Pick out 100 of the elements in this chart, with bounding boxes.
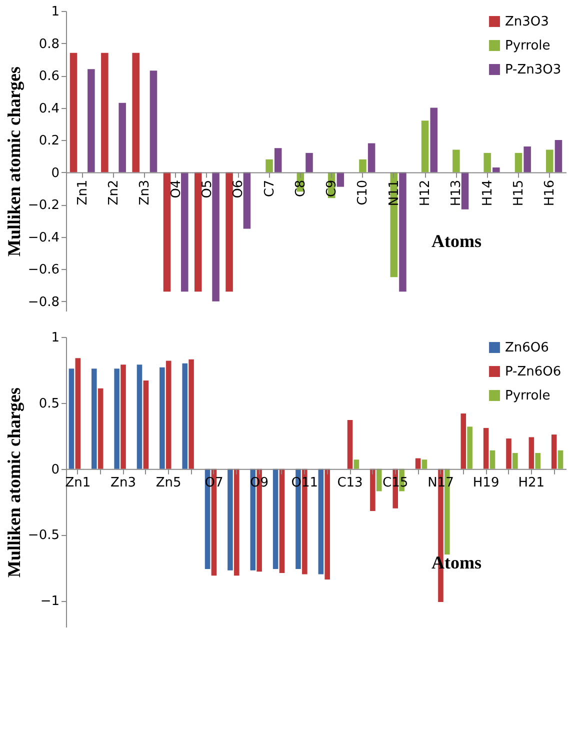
bar: [546, 150, 554, 172]
x-tick-label: C13: [337, 475, 363, 490]
bar: [551, 434, 557, 469]
bar: [467, 426, 472, 469]
x-tick-label: Zn3: [138, 180, 153, 206]
legend-label: P-Zn3O3: [505, 62, 562, 78]
x-tick-label: C10: [356, 180, 371, 206]
legend-label: Zn6O6: [505, 340, 549, 356]
x-tick-label: C8: [293, 180, 308, 198]
bar: [98, 388, 104, 469]
bar: [160, 367, 165, 469]
bar: [143, 380, 149, 469]
bar: [279, 468, 285, 573]
y-tick-label: −0.6: [28, 262, 60, 278]
y-tick-label: 1: [51, 4, 60, 20]
legend-label: Pyrrole: [505, 38, 550, 54]
bar: [182, 363, 188, 469]
bar: [528, 437, 534, 469]
y-tick-label: 0.4: [38, 101, 60, 116]
x-tick-label: O9: [250, 475, 269, 490]
y-tick-label: −0.8: [28, 294, 60, 310]
bar: [68, 368, 74, 469]
bar: [368, 143, 376, 172]
bar: [460, 413, 466, 469]
bar: [272, 468, 278, 569]
bar: [163, 172, 171, 292]
bar: [318, 468, 324, 574]
x-tick-label: H14: [480, 180, 496, 206]
bar: [354, 460, 360, 469]
y-tick-label: 0.6: [38, 69, 60, 84]
x-tick-label: H21: [518, 475, 545, 490]
legend-label: P-Zn6O6: [505, 364, 562, 380]
bar: [390, 172, 398, 278]
bar: [324, 468, 330, 580]
bar: [370, 468, 376, 511]
x-tick-label: Zn1: [75, 180, 90, 206]
x-tick-label: Zn1: [65, 475, 91, 490]
bar: [194, 172, 202, 292]
y-tick-label: 0.8: [38, 36, 60, 52]
x-tick-label: H12: [418, 180, 434, 206]
bar: [120, 364, 126, 469]
bar: [554, 140, 562, 172]
bar: [490, 450, 496, 469]
bar: [347, 420, 353, 469]
x-tick-label: C9: [324, 180, 340, 198]
legend-label: Zn3O3: [505, 14, 549, 30]
bar: [166, 360, 172, 469]
x-tick-label: H19: [472, 475, 500, 490]
bar: [524, 146, 531, 172]
bar: [336, 172, 344, 187]
y-tick-label: −0.5: [28, 528, 60, 544]
x-tick-label: H16: [542, 180, 558, 206]
bar: [461, 172, 469, 210]
bar: [535, 453, 540, 469]
bar: [506, 438, 512, 469]
x-tick-label: N11: [386, 180, 402, 206]
x-tick-label: Zn2: [106, 180, 122, 206]
x-tick-label: Zn5: [156, 475, 182, 490]
x-tick-label: O4: [168, 180, 184, 198]
bar: [422, 460, 428, 469]
bar: [430, 108, 438, 172]
bar: [181, 172, 188, 292]
y-axis-title: Mulliken atomic charges: [4, 66, 24, 256]
bar: [243, 172, 251, 229]
bar: [228, 468, 233, 570]
bar: [421, 120, 429, 172]
x-tick-label: H13: [449, 180, 464, 206]
x-axis-title: Atoms: [432, 230, 482, 251]
y-tick-label: 1: [51, 330, 60, 346]
bar: [101, 52, 108, 172]
bar: [359, 159, 366, 172]
bar: [150, 70, 158, 172]
y-tick-label: −0.4: [28, 230, 60, 246]
bar: [226, 172, 233, 292]
bar: [132, 52, 140, 172]
y-tick-label: −0.2: [28, 198, 60, 214]
bar: [484, 152, 491, 172]
x-tick-label: Zn3: [110, 475, 136, 490]
bar: [88, 69, 95, 172]
bar: [512, 453, 518, 469]
bar: [483, 428, 489, 469]
y-tick-label: 0.5: [38, 396, 60, 412]
y-tick-label: 0.2: [38, 134, 60, 149]
bar: [188, 359, 194, 469]
y-axis-title: Mulliken atomic charges: [4, 388, 24, 578]
bar: [212, 172, 220, 302]
bar: [492, 167, 500, 172]
bar: [75, 358, 81, 469]
x-tick-label: O7: [204, 475, 224, 490]
bar: [376, 468, 382, 492]
bar: [114, 368, 120, 469]
bar: [92, 368, 97, 469]
bar: [70, 52, 78, 172]
y-tick-label: −1: [40, 594, 60, 610]
y-tick-label: 0: [51, 166, 60, 181]
bar: [136, 364, 142, 469]
bar: [234, 468, 240, 576]
bar: [415, 458, 421, 469]
bar: [399, 172, 406, 292]
bar: [118, 102, 126, 172]
